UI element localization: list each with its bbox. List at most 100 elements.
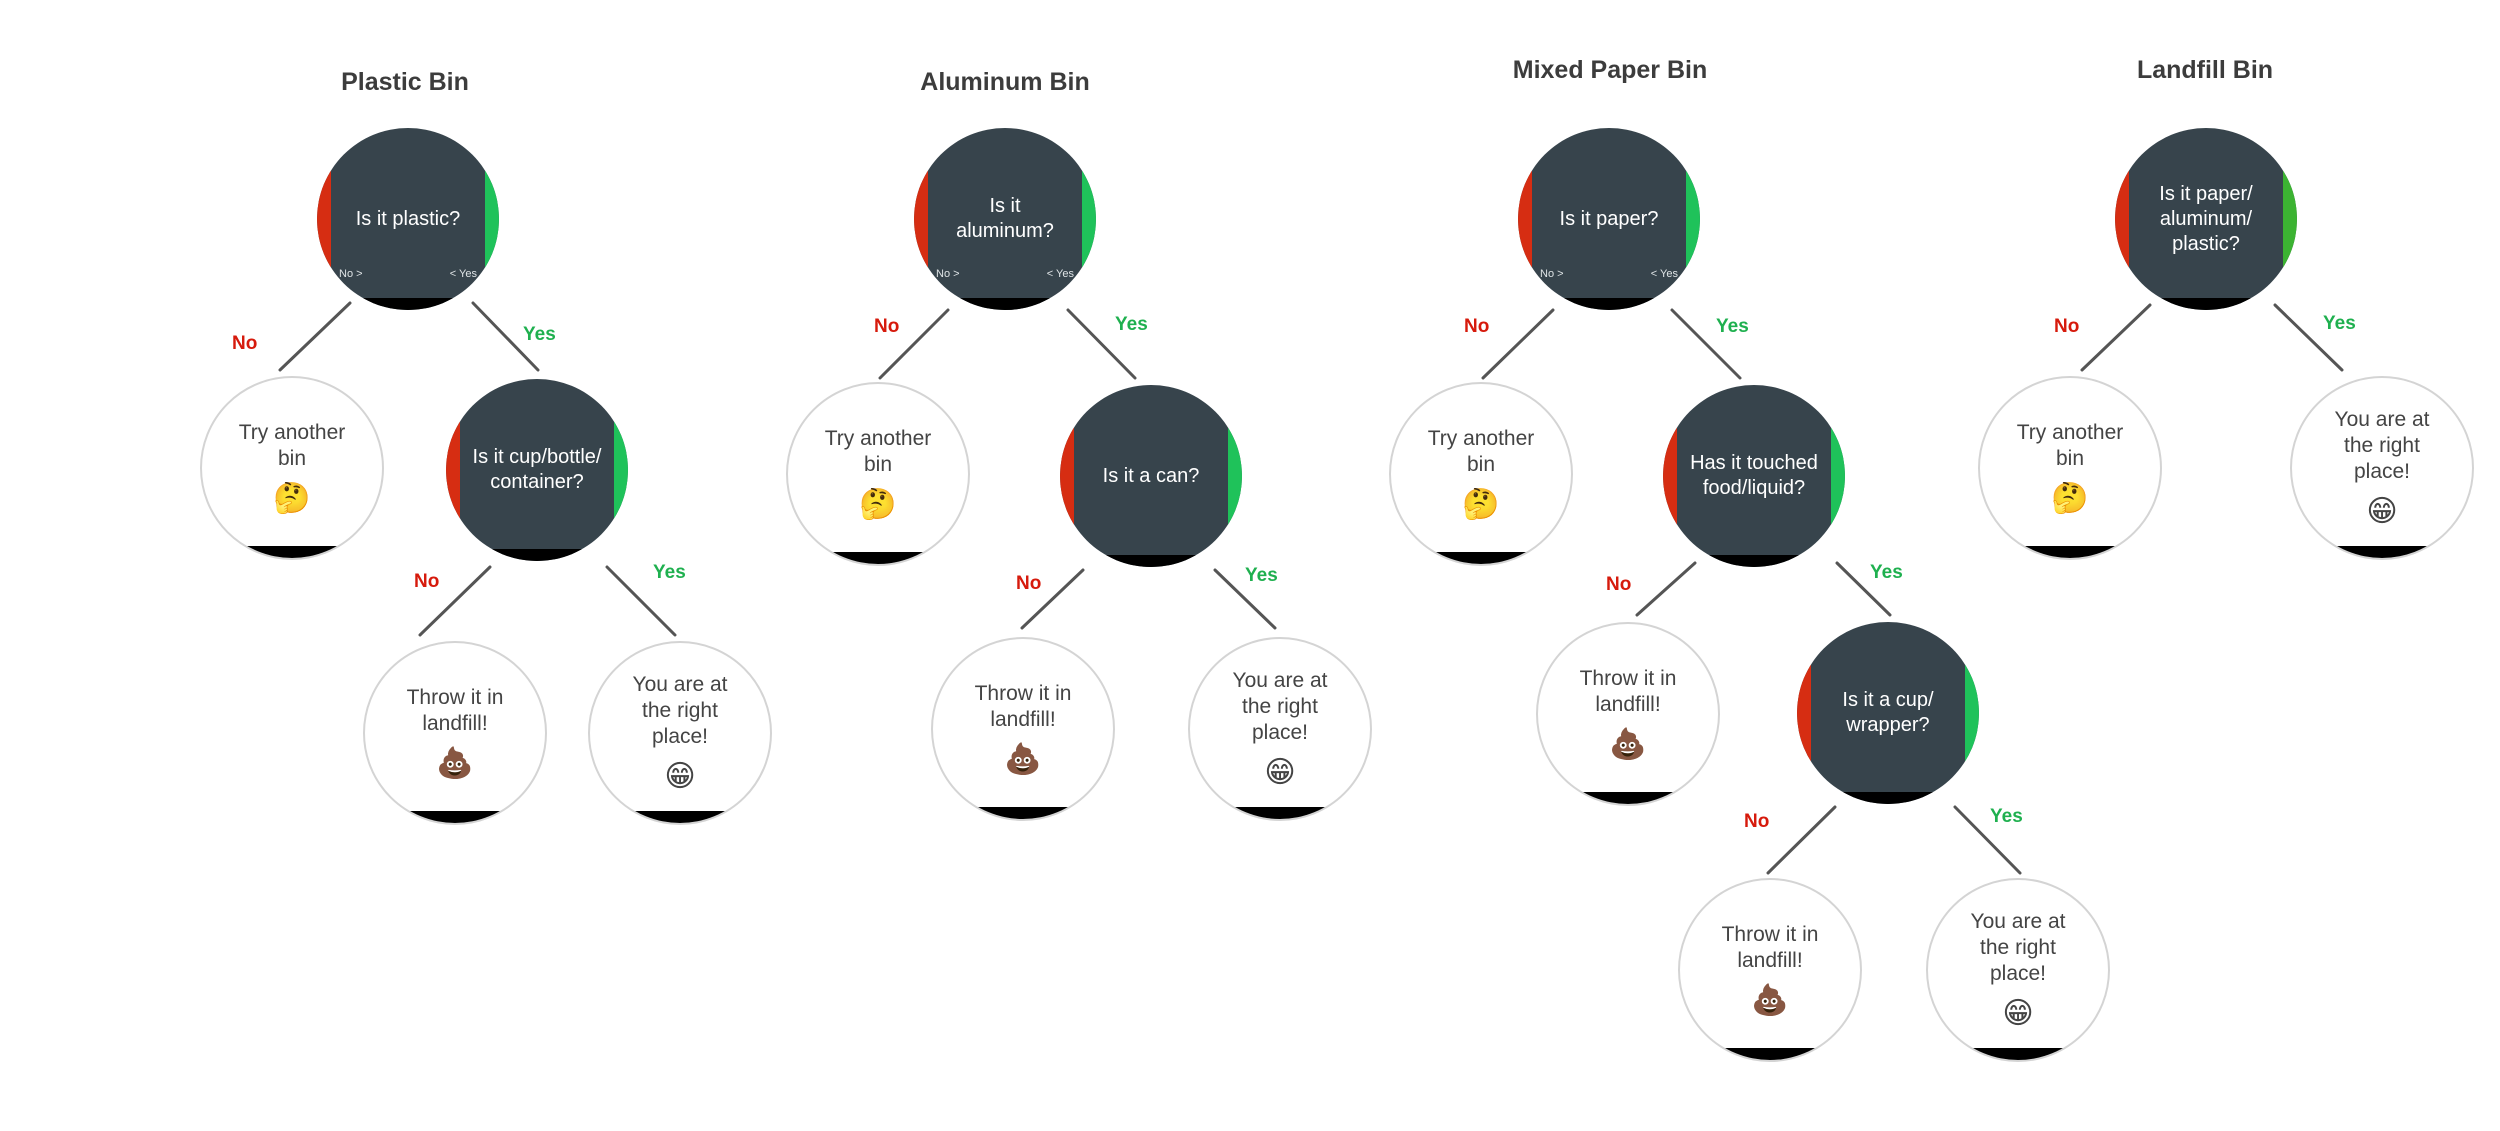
node-base — [1190, 807, 1370, 819]
yes-stripe — [1082, 128, 1096, 310]
no-hint: No > — [936, 268, 960, 280]
yes-label: Yes — [1115, 314, 1148, 335]
answer-node-paper-sub2-right-place: You are at the right place! 😁 — [1926, 878, 2110, 1062]
node-base — [1980, 546, 2160, 558]
grinning-face-icon: 😁 — [2002, 997, 2034, 1030]
no-stripe — [1797, 622, 1811, 804]
thinking-face-icon: 🤔 — [273, 482, 311, 515]
no-stripe — [1060, 385, 1074, 567]
yes-label: Yes — [1870, 562, 1903, 583]
no-label: No — [874, 316, 900, 337]
yes-stripe — [485, 128, 499, 310]
node-base — [2115, 298, 2297, 310]
bin-title-aluminum: Aluminum Bin — [920, 68, 1090, 96]
edge-paper-no — [1481, 308, 1555, 380]
yes-label: Yes — [523, 324, 556, 345]
edge-aluminum-no — [878, 308, 950, 380]
node-base — [933, 807, 1113, 819]
answer-node-plastic-right-place: You are at the right place! 😁 — [588, 641, 772, 825]
no-label: No — [1744, 811, 1770, 832]
answer-text: You are at the right place! — [1232, 669, 1328, 744]
edge-landfill-yes — [2273, 303, 2344, 372]
question-node-landfill-root: Is it paper/ aluminum/ plastic? — [2115, 128, 2297, 310]
bin-title-mixed-paper: Mixed Paper Bin — [1512, 56, 1708, 84]
edge-aluminum-sub-yes — [1213, 568, 1277, 630]
no-label: No — [1016, 573, 1042, 594]
node-base — [1663, 555, 1845, 567]
edge-aluminum-yes — [1066, 308, 1137, 380]
yes-label: Yes — [653, 562, 686, 583]
answer-node-aluminum-landfill: Throw it in landfill! 💩 — [931, 637, 1115, 821]
question-node-paper-sub2: Is it a cup/ wrapper? — [1797, 622, 1979, 804]
answer-text: Try another bin — [1427, 427, 1535, 476]
yes-stripe — [1965, 622, 1979, 804]
answer-text: Throw it in landfill! — [974, 682, 1072, 731]
answer-text: Try another bin — [238, 421, 346, 470]
node-base — [1391, 552, 1571, 564]
edge-paper-sub-yes — [1835, 561, 1892, 617]
poop-icon: 💩 — [1609, 728, 1647, 761]
thinking-face-icon: 🤔 — [1462, 488, 1500, 521]
node-base — [590, 811, 770, 823]
yes-hint: < Yes — [449, 268, 477, 280]
edge-paper-sub2-yes — [1953, 805, 2022, 875]
answer-node-aluminum-no: Try another bin 🤔 — [786, 382, 970, 566]
node-base — [1060, 555, 1242, 567]
answer-text: Try another bin — [2016, 421, 2124, 470]
no-stripe — [1518, 128, 1532, 310]
node-base — [202, 546, 382, 558]
question-text: Is it paper? — [1559, 207, 1659, 230]
question-text: Is it plastic? — [355, 207, 461, 230]
answer-node-plastic-no: Try another bin 🤔 — [200, 376, 384, 560]
no-stripe — [446, 379, 460, 561]
answer-node-paper-sub2-landfill: Throw it in landfill! 💩 — [1678, 878, 1862, 1062]
no-label: No — [232, 333, 258, 354]
question-text: Is it a cup/ wrapper? — [1842, 689, 1934, 736]
poop-icon: 💩 — [1751, 984, 1789, 1017]
node-base — [446, 549, 628, 561]
question-text: Is it paper/ aluminum/ plastic? — [2159, 182, 2253, 255]
answer-text: Throw it in landfill! — [1579, 667, 1677, 716]
poop-icon: 💩 — [1004, 743, 1042, 776]
answer-text: You are at the right place! — [1970, 910, 2066, 985]
no-stripe — [914, 128, 928, 310]
answer-node-aluminum-right-place: You are at the right place! 😁 — [1188, 637, 1372, 821]
edge-paper-yes — [1670, 308, 1742, 380]
no-stripe — [1663, 385, 1677, 567]
yes-hint: < Yes — [1650, 268, 1678, 280]
no-hint: No > — [339, 268, 363, 280]
yes-label: Yes — [1245, 565, 1278, 586]
edge-landfill-no — [2080, 303, 2152, 372]
no-label: No — [414, 571, 440, 592]
question-node-aluminum-sub: Is it a can? — [1060, 385, 1242, 567]
node-base — [1538, 792, 1718, 804]
answer-text: You are at the right place! — [632, 673, 728, 748]
question-text: Is it a can? — [1102, 464, 1200, 487]
no-label: No — [1606, 574, 1632, 595]
question-node-paper-root: Is it paper? No > < Yes — [1518, 128, 1700, 310]
node-base — [1797, 792, 1979, 804]
yes-stripe — [2283, 128, 2297, 310]
question-node-plastic-sub: Is it cup/bottle/ container? — [446, 379, 628, 561]
grinning-face-icon: 😁 — [664, 760, 696, 793]
edge-plastic-sub-yes — [605, 565, 677, 637]
no-stripe — [317, 128, 331, 310]
node-base — [365, 811, 545, 823]
thinking-face-icon: 🤔 — [859, 488, 897, 521]
question-text: Is it cup/bottle/ container? — [472, 446, 602, 493]
answer-text: Try another bin — [824, 427, 932, 476]
node-base — [1928, 1048, 2108, 1060]
no-hint: No > — [1540, 268, 1564, 280]
yes-stripe — [614, 379, 628, 561]
question-text: Has it touched food/liquid? — [1690, 452, 1818, 499]
edge-paper-sub-no — [1635, 561, 1697, 617]
no-label: No — [2054, 316, 2080, 337]
bin-title-landfill: Landfill Bin — [2136, 56, 2274, 84]
edge-plastic-sub-no — [418, 565, 492, 637]
yes-stripe — [1686, 128, 1700, 310]
node-base — [1518, 298, 1700, 310]
yes-label: Yes — [1716, 316, 1749, 337]
answer-text: Throw it in landfill! — [406, 686, 504, 735]
question-node-plastic-root: Is it plastic? No > < Yes — [317, 128, 499, 310]
